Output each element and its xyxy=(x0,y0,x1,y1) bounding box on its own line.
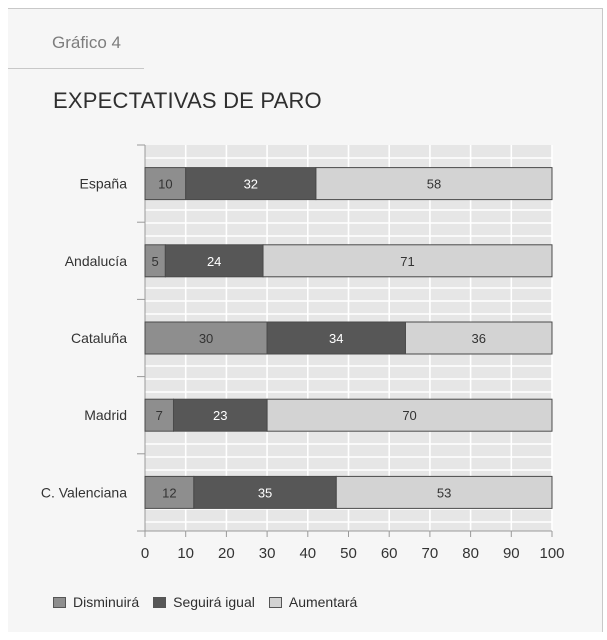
bar-value-label: 58 xyxy=(427,177,441,192)
bar-value-label: 35 xyxy=(258,485,272,500)
legend-label-seguira-igual: Seguirá igual xyxy=(173,594,255,610)
category-label: Andalucía xyxy=(65,253,127,269)
category-label: España xyxy=(80,176,128,192)
bar-segment xyxy=(262,244,553,278)
bar-value-label: 71 xyxy=(400,254,414,269)
legend-item-seguira-igual: Seguirá igual xyxy=(153,594,255,610)
bar-value-label: 23 xyxy=(213,408,227,423)
category-label: Cataluña xyxy=(71,330,127,346)
bar-value-label: 53 xyxy=(437,485,451,500)
x-tick-label: 30 xyxy=(259,545,276,562)
bar-segment xyxy=(404,321,553,355)
x-tick-label: 10 xyxy=(177,545,194,562)
x-tick-label: 50 xyxy=(340,545,357,562)
bar-segment xyxy=(315,167,553,201)
x-tick-label: 70 xyxy=(422,545,439,562)
bar-segment xyxy=(144,321,268,355)
bar-value-label: 34 xyxy=(329,331,343,346)
bar-value-label: 5 xyxy=(152,254,159,269)
x-tick-label: 0 xyxy=(141,545,149,562)
legend-item-disminuira: Disminuirá xyxy=(53,594,139,610)
legend-item-aumentara: Aumentará xyxy=(268,594,358,610)
x-tick-label: 20 xyxy=(218,545,235,562)
bar-value-label: 36 xyxy=(472,331,486,346)
figure-label: Gráfico 4 xyxy=(52,33,121,52)
legend-swatch-disminuira xyxy=(53,596,66,608)
legend-label-aumentara: Aumentará xyxy=(288,594,358,610)
category-label: C. Valenciana xyxy=(41,484,127,500)
x-tick-label: 40 xyxy=(299,545,316,562)
legend: Disminuirá Seguirá igual Aumentará xyxy=(53,594,371,610)
bar-value-label: 24 xyxy=(207,254,221,269)
bar-value-label: 12 xyxy=(162,485,176,500)
chart-title: EXPECTATIVAS DE PARO xyxy=(53,88,322,113)
legend-swatch-seguira-igual xyxy=(153,596,167,608)
bar-segment xyxy=(185,167,317,201)
bar-segment xyxy=(335,475,553,509)
x-tick-label: 90 xyxy=(503,545,520,562)
x-tick-label: 100 xyxy=(539,545,564,562)
x-tick-label: 60 xyxy=(381,545,398,562)
bar-segment xyxy=(193,475,337,509)
x-tick-label: 80 xyxy=(462,545,479,562)
figure-label-rule xyxy=(8,68,144,69)
category-label: Madrid xyxy=(84,407,127,423)
bar-segment xyxy=(144,475,195,509)
bar-segment xyxy=(266,398,553,432)
bar-segment xyxy=(164,244,264,278)
bar-value-label: 30 xyxy=(199,331,213,346)
bar-segment xyxy=(144,167,187,201)
bar-segment xyxy=(266,321,406,355)
bar-value-label: 70 xyxy=(402,408,416,423)
bar-value-label: 7 xyxy=(156,408,163,423)
bar-value-label: 32 xyxy=(244,177,258,192)
legend-label-disminuira: Disminuirá xyxy=(73,594,140,610)
bar-segment xyxy=(172,398,268,432)
bar-value-label: 10 xyxy=(158,177,172,192)
legend-swatch-aumentara xyxy=(268,596,282,608)
